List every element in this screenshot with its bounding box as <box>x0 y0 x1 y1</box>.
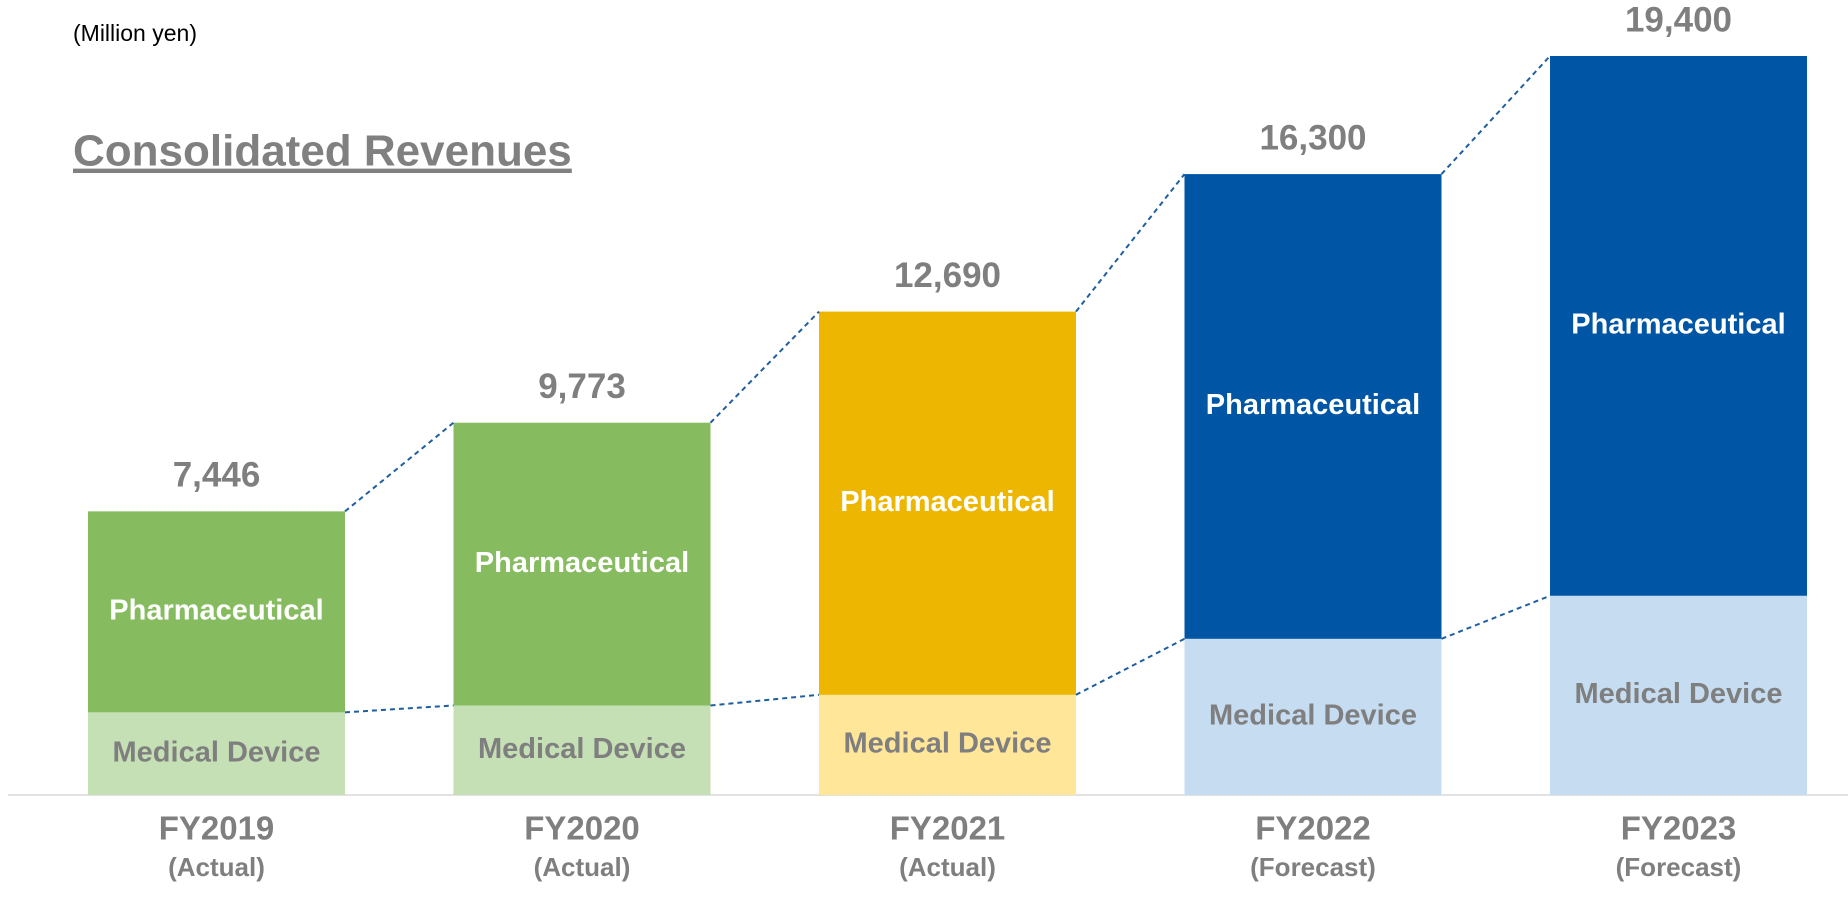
x-tick-note: (Forecast) <box>1616 852 1742 882</box>
total-label: 12,690 <box>894 256 1001 295</box>
segment-label: Medical Device <box>478 733 686 765</box>
connector <box>1075 637 1185 696</box>
x-tick-note: (Forecast) <box>1250 852 1376 882</box>
x-tick-label: FY2022 <box>1255 810 1371 847</box>
total-label: 16,300 <box>1259 118 1366 157</box>
bar-segment <box>453 705 711 795</box>
bar-segment <box>453 422 711 706</box>
total-label: 7,446 <box>173 456 261 495</box>
bar-segment <box>819 694 1076 795</box>
connector <box>1440 55 1551 175</box>
bar-segment <box>88 712 345 795</box>
unit-label: (Million yen) <box>73 20 197 46</box>
x-tick-note: (Actual) <box>899 852 996 882</box>
x-tick-label: FY2021 <box>890 810 1006 847</box>
chart-title: Consolidated Revenues <box>73 127 572 176</box>
segment-label: Medical Device <box>844 728 1052 760</box>
x-tick-label: FY2019 <box>159 810 275 847</box>
segment-label: Medical Device <box>1575 678 1783 710</box>
total-label: 9,773 <box>538 367 626 406</box>
total-label: 19,400 <box>1625 0 1732 39</box>
connector <box>709 310 820 424</box>
bar-segment <box>1184 638 1442 795</box>
segment-label: Medical Device <box>1209 700 1417 732</box>
segment-label: Pharmaceutical <box>1571 309 1785 341</box>
bar-segment <box>819 311 1076 695</box>
bar-segment <box>1184 174 1442 639</box>
x-tick-note: (Actual) <box>168 852 265 882</box>
connector <box>1075 173 1186 313</box>
connector <box>1441 594 1551 640</box>
x-tick-note: (Actual) <box>534 852 631 882</box>
segment-label: Pharmaceutical <box>1206 389 1420 421</box>
segment-label: Medical Device <box>113 736 321 768</box>
segment-label: Pharmaceutical <box>109 595 323 627</box>
bar-segment <box>88 511 345 713</box>
bar-segment <box>1550 56 1807 596</box>
bar-segment <box>1550 595 1807 795</box>
segment-label: Pharmaceutical <box>840 486 1054 518</box>
x-tick-label: FY2020 <box>524 810 640 847</box>
connector <box>344 704 454 714</box>
connector <box>710 693 820 707</box>
connector <box>344 421 455 513</box>
segment-label: Pharmaceutical <box>475 547 689 579</box>
x-tick-label: FY2023 <box>1621 810 1737 847</box>
